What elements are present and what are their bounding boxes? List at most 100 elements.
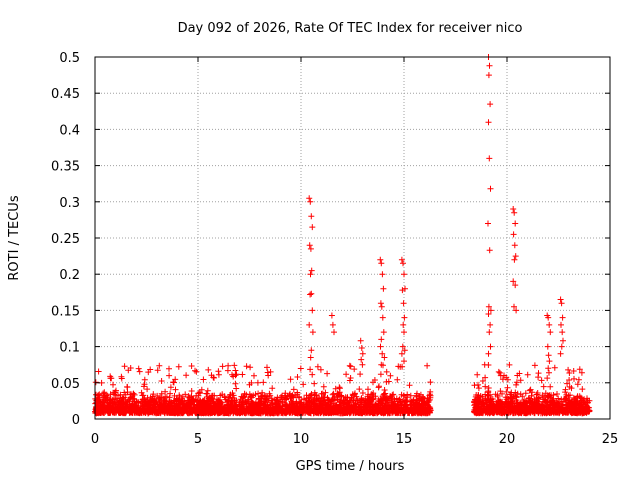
data-point xyxy=(399,287,406,294)
data-point xyxy=(556,407,562,414)
data-point xyxy=(233,371,240,378)
data-point xyxy=(538,403,545,410)
data-point xyxy=(558,343,565,350)
data-point xyxy=(205,366,212,373)
data-point xyxy=(510,404,516,411)
data-point xyxy=(541,393,548,400)
data-point xyxy=(296,399,303,406)
data-point xyxy=(307,198,314,205)
data-point xyxy=(513,381,520,388)
data-point xyxy=(398,350,405,357)
data-point xyxy=(254,379,261,386)
x-tick-label: 15 xyxy=(396,432,413,447)
data-point xyxy=(269,399,276,406)
data-point xyxy=(188,363,195,369)
data-point xyxy=(487,307,494,314)
data-point xyxy=(308,347,315,354)
data-point xyxy=(265,372,272,379)
y-tick-label: 0.5 xyxy=(59,51,80,66)
data-point xyxy=(575,408,582,415)
data-point xyxy=(359,361,366,368)
data-point xyxy=(556,399,563,406)
data-point xyxy=(568,401,575,408)
data-point xyxy=(560,337,566,344)
data-point xyxy=(574,381,581,388)
data-point xyxy=(200,376,207,383)
y-axis-label: ROTI / TECUs xyxy=(7,195,22,280)
data-point xyxy=(185,394,192,401)
data-point xyxy=(482,374,489,381)
data-point xyxy=(308,267,315,274)
data-point xyxy=(427,394,434,401)
data-point xyxy=(568,402,575,409)
data-point xyxy=(338,402,345,409)
data-point xyxy=(233,398,240,405)
data-point xyxy=(231,362,238,369)
data-point xyxy=(251,372,257,379)
data-point xyxy=(419,394,426,401)
data-point xyxy=(508,408,515,415)
data-point xyxy=(332,409,339,416)
data-point xyxy=(401,347,408,354)
data-point xyxy=(546,321,553,328)
plot-frame xyxy=(94,56,611,420)
data-point xyxy=(401,314,408,321)
data-point xyxy=(543,404,550,411)
data-point xyxy=(147,366,154,373)
data-point xyxy=(205,410,212,417)
data-point xyxy=(485,350,492,357)
data-point xyxy=(521,397,528,403)
data-point xyxy=(239,397,246,404)
data-point xyxy=(99,399,106,406)
data-point xyxy=(511,303,517,310)
data-point xyxy=(333,405,340,411)
data-point xyxy=(262,396,269,403)
data-point xyxy=(357,337,364,344)
data-point xyxy=(332,385,339,392)
data-point xyxy=(176,392,183,399)
data-point xyxy=(126,398,133,405)
data-point xyxy=(375,384,382,391)
data-point xyxy=(128,403,135,409)
data-point xyxy=(135,365,142,372)
data-point xyxy=(545,352,552,359)
data-point xyxy=(107,391,114,398)
data-point xyxy=(356,406,362,413)
data-point xyxy=(571,375,577,382)
data-point xyxy=(407,392,414,399)
data-point xyxy=(219,391,226,398)
data-point xyxy=(158,378,165,384)
grid-lines xyxy=(95,57,610,419)
data-point xyxy=(564,399,571,406)
data-point xyxy=(379,350,386,357)
data-point xyxy=(95,368,102,375)
data-point xyxy=(284,402,291,409)
data-point xyxy=(215,368,222,375)
data-point xyxy=(336,384,343,391)
data-point xyxy=(576,366,583,373)
data-point xyxy=(419,409,426,416)
data-point xyxy=(112,389,119,396)
data-point xyxy=(401,329,407,336)
data-point xyxy=(304,407,311,414)
data-point xyxy=(236,401,243,408)
data-point xyxy=(350,407,357,414)
data-point xyxy=(295,409,302,416)
data-point xyxy=(290,386,297,393)
data-point xyxy=(544,375,551,382)
data-point xyxy=(329,321,336,328)
data-point xyxy=(375,400,382,407)
data-point xyxy=(414,390,420,397)
data-point xyxy=(475,400,482,407)
data-point xyxy=(526,395,532,401)
data-point xyxy=(513,307,520,314)
data-point xyxy=(309,371,316,378)
data-point xyxy=(579,399,586,406)
data-point xyxy=(402,285,408,292)
data-point xyxy=(487,321,494,328)
data-point xyxy=(557,350,564,357)
data-point xyxy=(222,396,229,403)
data-point xyxy=(358,345,365,351)
data-point xyxy=(124,384,131,391)
data-point xyxy=(138,389,145,396)
